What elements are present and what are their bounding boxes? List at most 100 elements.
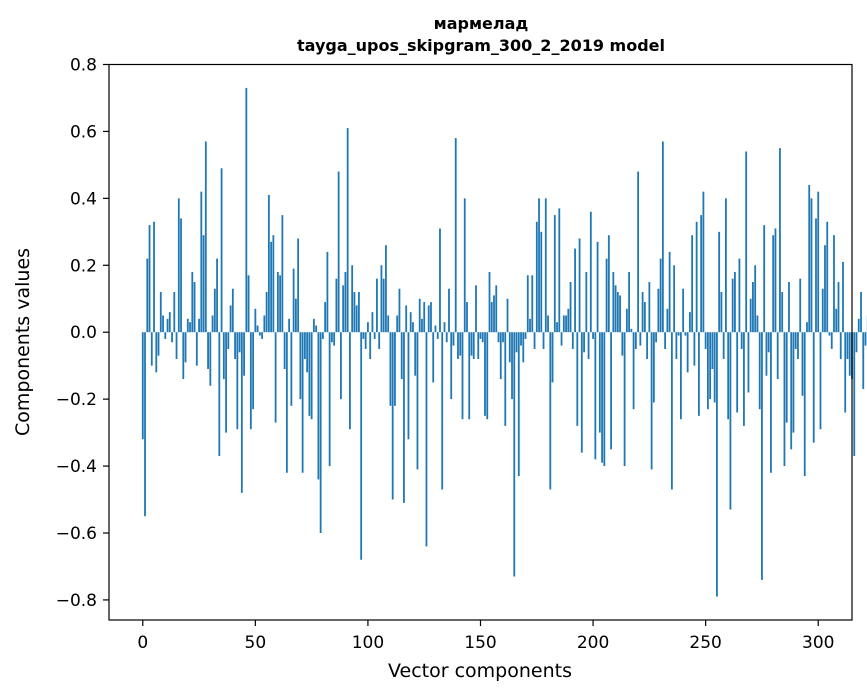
bar-181 (549, 332, 552, 490)
bar-123 (418, 298, 421, 333)
x-tick-label: 150 (464, 633, 496, 653)
bar-61 (279, 275, 282, 333)
bar-218 (632, 332, 635, 410)
bar-55 (265, 292, 268, 333)
bar-81 (324, 302, 327, 333)
bar-42 (236, 332, 239, 430)
bar-293 (801, 332, 804, 396)
bar-94 (353, 292, 356, 333)
bar-251 (707, 332, 709, 410)
bar-213 (621, 332, 624, 356)
bar-262 (731, 278, 734, 333)
bar-241 (684, 332, 687, 336)
bar-192 (574, 248, 576, 333)
bar-196 (583, 332, 585, 353)
bar-70 (299, 332, 302, 400)
bar-98 (362, 332, 365, 339)
bar-281 (774, 228, 777, 333)
bar-249 (702, 191, 705, 333)
bar-258 (722, 332, 725, 359)
bar-310 (839, 332, 842, 359)
bar-1 (144, 332, 146, 517)
bar-56 (267, 195, 270, 333)
y-tick-label: 0.4 (70, 189, 97, 209)
bar-65 (288, 318, 291, 333)
bar-175 (535, 221, 538, 333)
ticks-group: 0 50 100 150 200 250 300 −0.8 −0.6 −0.4 −0.2 0.0 0.2… (56, 56, 835, 654)
bar-85 (333, 332, 336, 346)
bar-39 (229, 305, 232, 333)
bar-209 (612, 271, 615, 333)
bar-133 (441, 332, 444, 490)
bar-207 (607, 235, 610, 333)
bar-231 (661, 141, 664, 333)
bar-3 (148, 225, 151, 333)
bar-216 (628, 271, 630, 333)
bar-253 (711, 332, 714, 370)
bar-212 (619, 295, 621, 333)
bar-276 (763, 225, 766, 333)
bar-208 (610, 332, 612, 450)
bar-155 (490, 302, 493, 333)
bar-318 (857, 318, 860, 333)
y-axis-label: Components values (12, 248, 34, 436)
bar-28 (204, 141, 207, 333)
bar-104 (376, 278, 378, 333)
y-tick-label: −0.8 (56, 591, 97, 611)
bar-179 (544, 198, 547, 333)
bar-239 (679, 332, 682, 420)
bar-250 (704, 332, 707, 349)
bar-80 (321, 332, 324, 339)
bar-7 (157, 332, 160, 356)
y-tick-label: −0.4 (56, 457, 97, 477)
bar-20 (186, 318, 189, 333)
bar-154 (488, 271, 491, 333)
bar-285 (783, 332, 786, 467)
bar-269 (747, 332, 750, 393)
bar-91 (346, 128, 349, 333)
bar-282 (776, 332, 779, 380)
bar-101 (369, 332, 372, 359)
bar-177 (540, 231, 543, 333)
bar-304 (826, 221, 829, 333)
bar-295 (806, 322, 808, 333)
bar-136 (448, 288, 450, 333)
bar-23 (193, 282, 196, 333)
bar-75 (310, 332, 313, 420)
bar-164 (511, 332, 513, 400)
bar-232 (664, 332, 667, 349)
bar-236 (673, 265, 676, 333)
bar-127 (427, 305, 430, 333)
bar-214 (623, 332, 626, 467)
bar-206 (605, 258, 608, 333)
bar-156 (493, 295, 495, 333)
bar-116 (403, 332, 405, 503)
bar-248 (700, 215, 703, 333)
bar-299 (815, 218, 817, 333)
bar-33 (216, 258, 218, 333)
bar-106 (380, 265, 383, 333)
bar-279 (770, 332, 772, 473)
bar-172 (529, 318, 531, 333)
x-tick-label: 0 (137, 633, 148, 653)
bar-102 (371, 312, 374, 333)
bar-5 (153, 221, 155, 333)
bar-183 (553, 215, 556, 333)
bar-67 (292, 268, 295, 333)
bar-117 (405, 305, 408, 333)
bar-122 (416, 332, 419, 470)
bar-244 (691, 235, 694, 333)
bar-308 (835, 308, 838, 333)
bar-321 (864, 332, 867, 346)
bar-178 (542, 332, 545, 349)
bar-284 (781, 292, 784, 333)
bar-256 (718, 231, 721, 333)
bar-11 (166, 318, 169, 333)
bar-111 (391, 332, 394, 500)
bar-4 (150, 332, 153, 366)
bar-16 (177, 198, 180, 333)
x-axis-label: Vector components (388, 660, 572, 682)
bar-228 (655, 332, 658, 343)
bar-96 (358, 292, 360, 333)
bar-131 (436, 332, 439, 339)
